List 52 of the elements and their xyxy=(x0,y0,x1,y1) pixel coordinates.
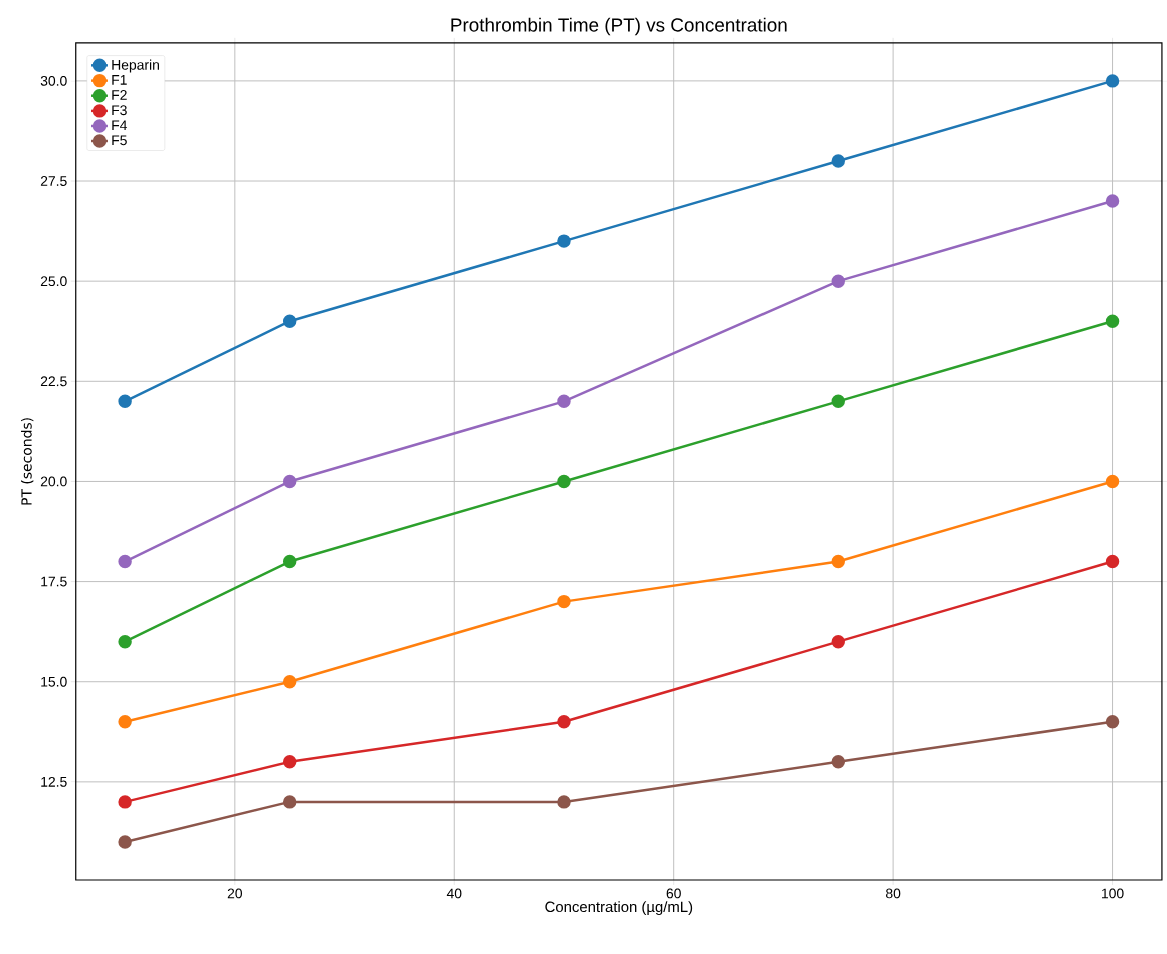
point xyxy=(118,635,132,649)
point xyxy=(118,394,132,409)
x-tick-label: 60 xyxy=(666,888,681,899)
point xyxy=(1105,314,1120,329)
point xyxy=(1105,74,1120,88)
x-axis-title: Concentration (µg/mL) xyxy=(545,901,693,916)
point xyxy=(557,715,571,729)
point xyxy=(1105,474,1120,489)
point xyxy=(282,795,297,809)
point xyxy=(1105,715,1120,729)
point xyxy=(831,274,845,289)
y-tick-label: 17.5 xyxy=(41,576,67,587)
point xyxy=(282,554,297,569)
y-tick-label: 22.5 xyxy=(40,376,67,387)
y-tick-label: 12.5 xyxy=(41,777,67,787)
legend-label: F5 xyxy=(112,135,127,146)
legend-label: F2 xyxy=(112,90,127,100)
y-tick-label: 15.0 xyxy=(41,676,67,687)
point xyxy=(557,795,571,809)
y-tick-label: 25.0 xyxy=(40,276,67,287)
point xyxy=(557,595,571,609)
x-tick-label: 100 xyxy=(1102,888,1124,899)
point xyxy=(831,635,845,649)
point xyxy=(1105,194,1120,208)
y-axis-title: PT (seconds) xyxy=(20,418,34,505)
chart-title: Prothrombin Time (PT) vs Concentration xyxy=(451,17,787,36)
point xyxy=(118,835,132,849)
x-tick-label: 40 xyxy=(446,888,462,899)
point xyxy=(282,314,297,329)
point xyxy=(557,394,571,409)
legend-label: F1 xyxy=(112,75,127,85)
point xyxy=(831,394,845,409)
point xyxy=(831,154,845,168)
y-tick-label: 30.0 xyxy=(40,76,67,86)
y-tick-label: 20.0 xyxy=(40,476,67,487)
point xyxy=(282,755,297,769)
y-tick-label: 27.5 xyxy=(40,176,67,187)
point xyxy=(831,554,845,569)
point xyxy=(118,554,132,569)
x-tick-label: 20 xyxy=(227,888,243,899)
point xyxy=(118,795,132,809)
point xyxy=(831,755,845,769)
point xyxy=(1105,554,1120,569)
point xyxy=(557,474,571,489)
point xyxy=(282,474,297,489)
point xyxy=(118,715,132,729)
legend-label: F3 xyxy=(112,105,127,116)
point xyxy=(557,234,571,248)
legend-label: F4 xyxy=(112,120,128,131)
point xyxy=(282,675,297,689)
x-tick-label: 80 xyxy=(886,888,901,899)
legend-label: Heparin xyxy=(112,59,159,73)
